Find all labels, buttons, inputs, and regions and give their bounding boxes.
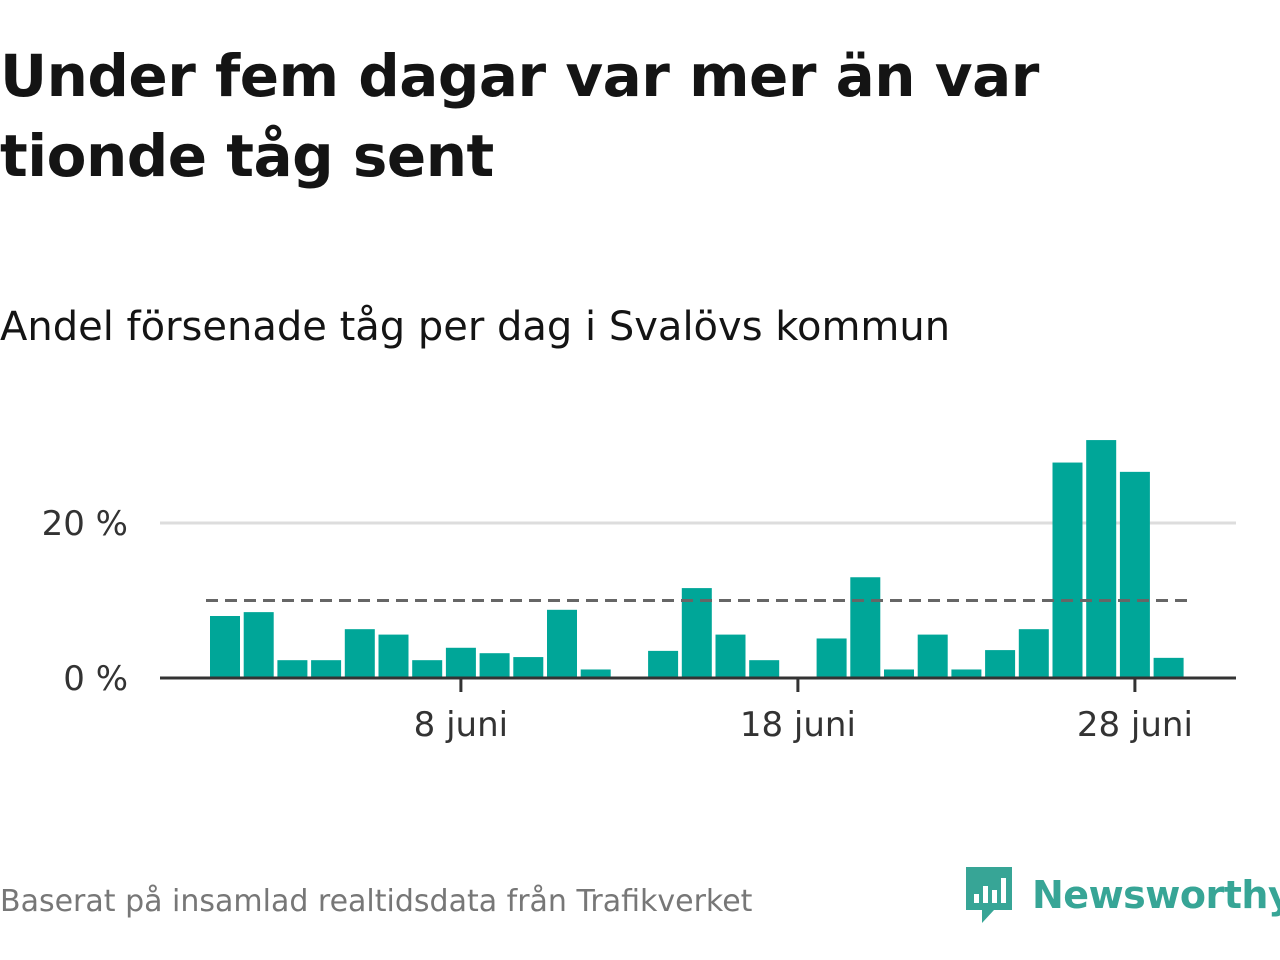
bar [311,660,342,678]
bar [850,577,881,678]
bar [344,629,375,678]
bar [816,638,847,678]
bar [479,653,510,678]
bar [243,612,274,678]
y-tick-label: 20 % [42,504,128,544]
bar [547,609,577,678]
bar [884,669,914,678]
bar [210,616,240,678]
bar [1052,462,1083,678]
source-note: Baserat på insamlad realtidsdata från Tr… [0,884,753,919]
newsworthy-logo-icon [966,867,1012,923]
chart-subtitle: Andel försenade tåg per dag i Svalövs ko… [0,304,951,350]
bar [1086,440,1117,678]
x-tick-label: 8 juni [414,705,508,745]
bar [412,660,443,678]
bar [951,669,982,678]
bar [378,634,409,678]
bar [1018,629,1049,678]
bar [580,669,611,678]
bar [445,647,476,678]
chart-title: Under fem dagar var mer än var tionde tå… [0,42,1039,190]
bar [681,588,712,678]
brand-name: Newsworthy [1032,873,1280,917]
bars [210,440,1184,678]
bar [985,650,1016,678]
y-tick-label: 0 % [63,659,128,699]
axes: 0 % 20 % 8 juni 18 juni 28 juni [42,504,1236,745]
bar-chart: 0 % 20 % 8 juni 18 juni 28 juni [42,440,1236,745]
bar [513,657,544,678]
bar [749,660,780,678]
bar [715,634,746,678]
bar [648,650,679,678]
bar [277,660,308,678]
bar [917,634,948,678]
x-tick-label: 28 juni [1077,705,1193,745]
bar [1119,471,1150,678]
x-tick-label: 18 juni [740,705,856,745]
bar [1153,657,1184,678]
brand-logo[interactable]: Newsworthy [962,862,1280,928]
